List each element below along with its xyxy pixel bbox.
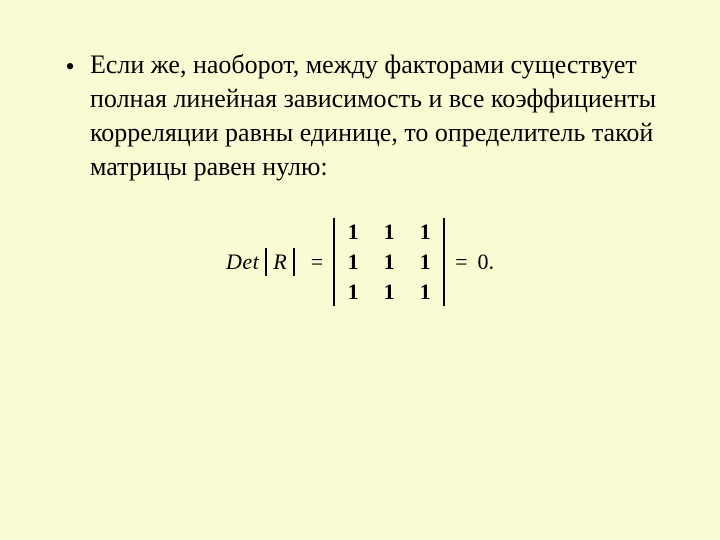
- matrix-cell: 1: [383, 220, 395, 244]
- bullet-item: • Если же, наоборот, между факторами сущ…: [50, 48, 670, 184]
- matrix-cell: 1: [383, 280, 395, 304]
- determinant-matrix: 1 1 1 1 1 1 1 1 1: [333, 218, 445, 306]
- determinant-equation: Det R = 1 1 1 1 1 1 1 1 1 = 0.: [50, 218, 670, 306]
- abs-bar-left: [265, 248, 267, 276]
- equals-sign-2: =: [445, 249, 477, 275]
- equation-matrix-symbol: R: [271, 248, 288, 276]
- abs-bar-right: [293, 248, 295, 276]
- equation-rhs: 0.: [478, 249, 495, 275]
- bullet-marker: •: [50, 48, 90, 84]
- matrix-cell: 1: [383, 250, 395, 274]
- equals-sign-1: =: [301, 249, 333, 275]
- matrix-cell: 1: [419, 280, 431, 304]
- slide: • Если же, наоборот, между факторами сущ…: [0, 0, 720, 540]
- bullet-text: Если же, наоборот, между факторами сущес…: [90, 48, 670, 184]
- matrix-cell: 1: [347, 280, 359, 304]
- equation-lhs-det: Det: [226, 249, 259, 275]
- matrix-cell: 1: [419, 250, 431, 274]
- matrix-cell: 1: [347, 250, 359, 274]
- matrix-grid: 1 1 1 1 1 1 1 1 1: [335, 218, 443, 306]
- matrix-cell: 1: [419, 220, 431, 244]
- matrix-cell: 1: [347, 220, 359, 244]
